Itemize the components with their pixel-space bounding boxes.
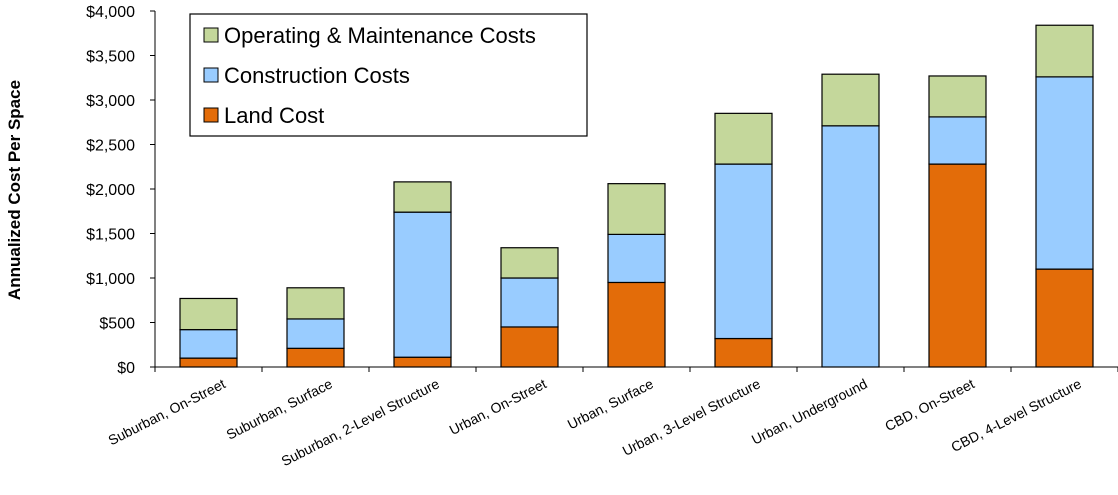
bar-segment-construction-costs <box>1035 76 1094 270</box>
y-tick-label: $4,000 <box>86 4 135 21</box>
bar-segment-operating-maintenance-costs <box>286 287 345 320</box>
y-tick-label: $3,500 <box>86 49 135 66</box>
legend-label: Construction Costs <box>224 63 410 88</box>
y-tick-label: $2,500 <box>86 138 135 155</box>
bar-segment-land-cost <box>928 163 987 368</box>
bar-segment-operating-maintenance-costs <box>714 112 773 165</box>
bars-layer <box>179 24 1094 368</box>
bar-segment-construction-costs <box>286 318 345 349</box>
bar-segment-construction-costs <box>928 116 987 165</box>
bar-segment-land-cost <box>1035 268 1094 368</box>
bar-segment-operating-maintenance-costs <box>821 73 880 127</box>
bar-segment-operating-maintenance-costs <box>500 247 559 279</box>
y-tick-label: $1,500 <box>86 227 135 244</box>
bar-segment-operating-maintenance-costs <box>607 183 666 235</box>
y-tick-label: $500 <box>99 316 135 333</box>
x-category-label: Urban, Underground <box>749 375 870 447</box>
bar-segment-construction-costs <box>500 277 559 328</box>
bar-segment-construction-costs <box>821 125 880 368</box>
legend-box <box>189 13 588 137</box>
bar-segment-land-cost <box>393 356 452 368</box>
x-category-label: Urban, On-Street <box>447 375 549 438</box>
legend-swatch <box>203 67 219 83</box>
bar-segment-construction-costs <box>607 233 666 284</box>
x-category-label: Suburban, On-Street <box>105 375 227 448</box>
bar-segment-operating-maintenance-costs <box>179 297 238 331</box>
bar-segment-operating-maintenance-costs <box>393 181 452 213</box>
y-axis-title: Annualized Cost Per Space <box>5 80 24 300</box>
x-category-label: CBD, On-Street <box>882 375 977 434</box>
y-tick-label: $1,000 <box>86 271 135 288</box>
bar-segment-land-cost <box>286 347 345 368</box>
bar-segment-land-cost <box>714 337 773 368</box>
legend: Operating & Maintenance Costs Constructio… <box>189 13 588 137</box>
y-tick-label: $3,000 <box>86 93 135 110</box>
legend-swatch <box>203 27 219 43</box>
legend-swatch <box>203 107 219 123</box>
bar-segment-land-cost <box>607 281 666 368</box>
bar-segment-construction-costs <box>179 329 238 359</box>
bar-segment-construction-costs <box>393 211 452 358</box>
y-tick-label: $0 <box>117 360 135 377</box>
x-category-label: Urban, Surface <box>565 375 656 432</box>
legend-label: Operating & Maintenance Costs <box>224 23 536 48</box>
bar-segment-construction-costs <box>714 163 773 340</box>
bar-segment-operating-maintenance-costs <box>928 75 987 118</box>
bar-segment-land-cost <box>500 326 559 368</box>
x-category-label: Suburban, Surface <box>224 375 335 442</box>
y-tick-label: $2,000 <box>86 182 135 199</box>
legend-label: Land Cost <box>224 103 324 128</box>
bar-segment-land-cost <box>179 357 238 368</box>
bar-segment-operating-maintenance-costs <box>1035 24 1094 78</box>
